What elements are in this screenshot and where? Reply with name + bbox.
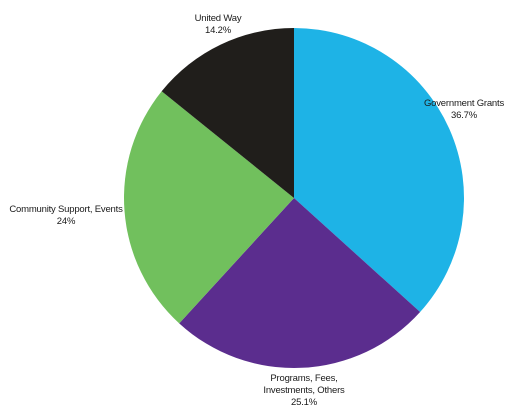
slice-label-line: United Way <box>195 13 242 24</box>
slice-label-united-way: United Way 14.2% <box>195 13 242 36</box>
slice-value-text: 25.1% <box>291 397 318 408</box>
slice-label-community-support-events: Community Support, Events 24% <box>9 204 123 227</box>
pie-slices <box>123 28 464 368</box>
pie-slice-programs-fees-investments-others <box>179 198 421 368</box>
slice-label-line: Programs, Fees, <box>270 373 337 384</box>
slice-label-line: Community Support, Events <box>9 204 123 215</box>
slice-label-government-grants: Government Grants 36.7% <box>424 98 504 121</box>
slice-value-text: 14.2% <box>205 25 232 36</box>
slice-label-line: Investments, Others <box>263 385 345 396</box>
pie-slice-government-grants <box>294 28 464 313</box>
pie-slice-united-way <box>161 28 294 198</box>
slice-value-text: 24% <box>57 216 76 227</box>
pie-slice-community-support-events <box>123 91 294 324</box>
slice-label-line: Government Grants <box>424 98 504 109</box>
slice-value-text: 36.7% <box>451 110 478 121</box>
pie-labels: Government Grants 36.7% Programs, Fees, Inv… <box>9 13 504 408</box>
slice-label-programs-fees-investments-others: Programs, Fees, Investments, Others 25.1% <box>263 373 345 408</box>
